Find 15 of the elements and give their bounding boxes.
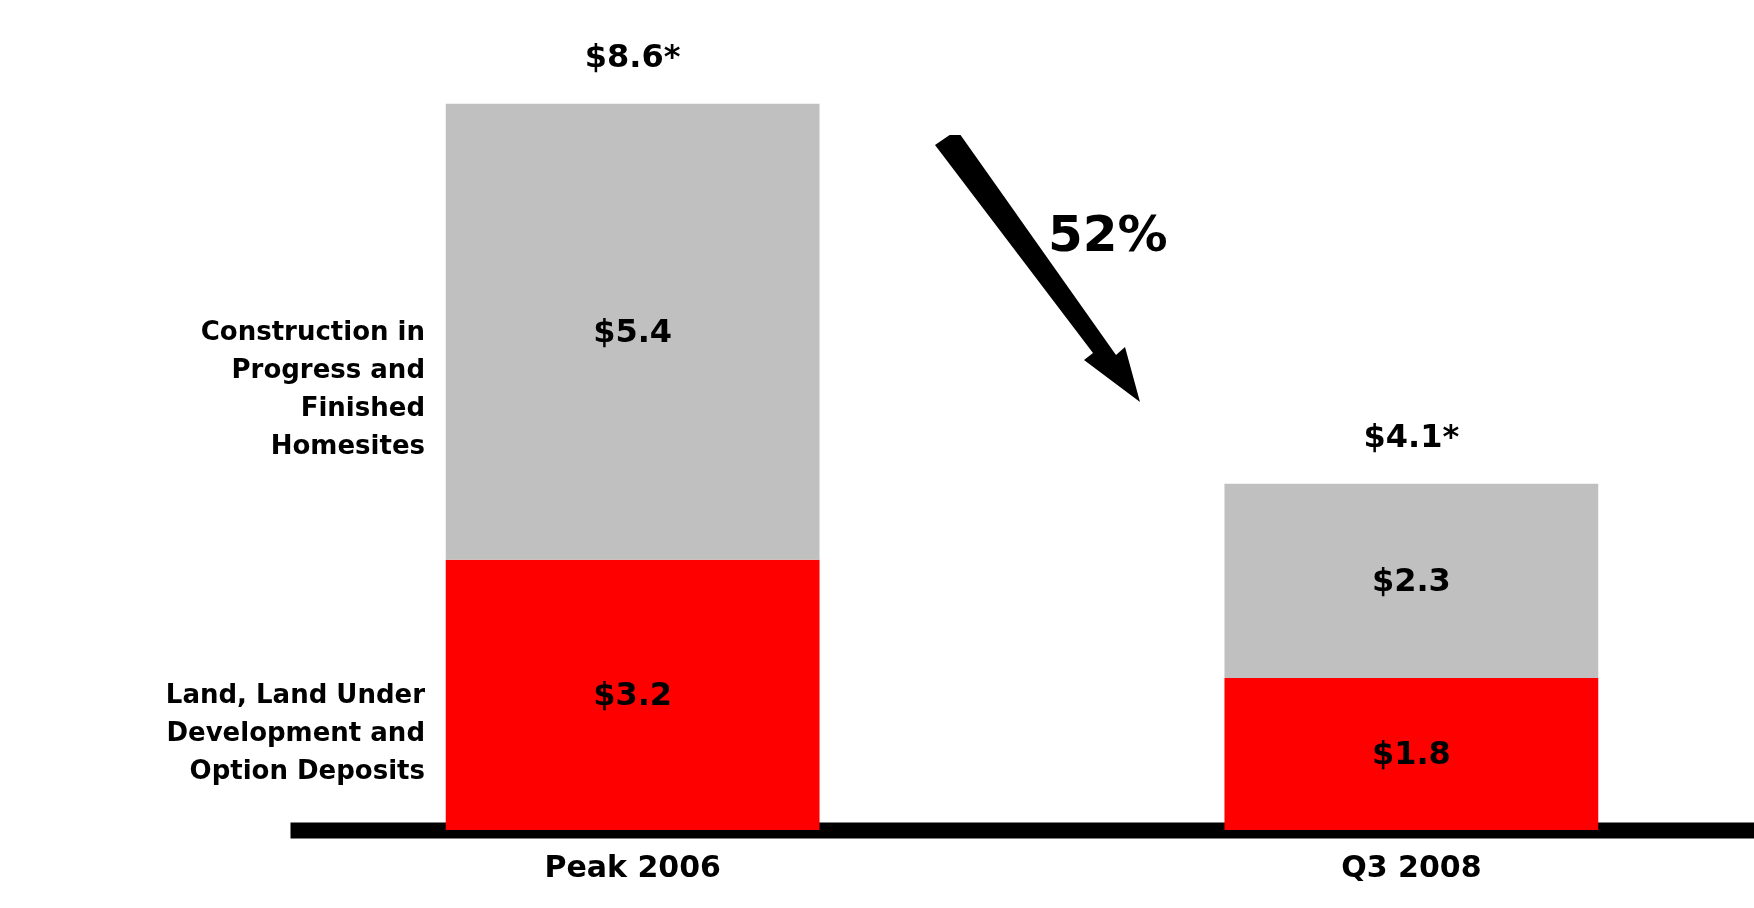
bar — [445, 559, 820, 830]
series-label: Land, Land Under Development and Option Deposits — [165, 678, 426, 785]
data-label: $3.2 — [593, 674, 673, 713]
series-label: Construction in Progress and Finished Homesites — [200, 315, 425, 460]
bar — [1224, 678, 1599, 830]
x-tick-label: Q3 2008 — [1341, 848, 1482, 884]
bar — [1224, 483, 1599, 678]
data-label: $2.3 — [1371, 560, 1451, 599]
total-label: $8.6* — [584, 36, 681, 75]
total-label: $4.1* — [1363, 416, 1460, 455]
x-tick-label: Peak 2006 — [544, 848, 721, 884]
bar — [445, 103, 820, 560]
data-label: $5.4 — [593, 311, 673, 350]
annotation: 52% — [1048, 205, 1168, 263]
data-label: $1.8 — [1371, 734, 1451, 772]
